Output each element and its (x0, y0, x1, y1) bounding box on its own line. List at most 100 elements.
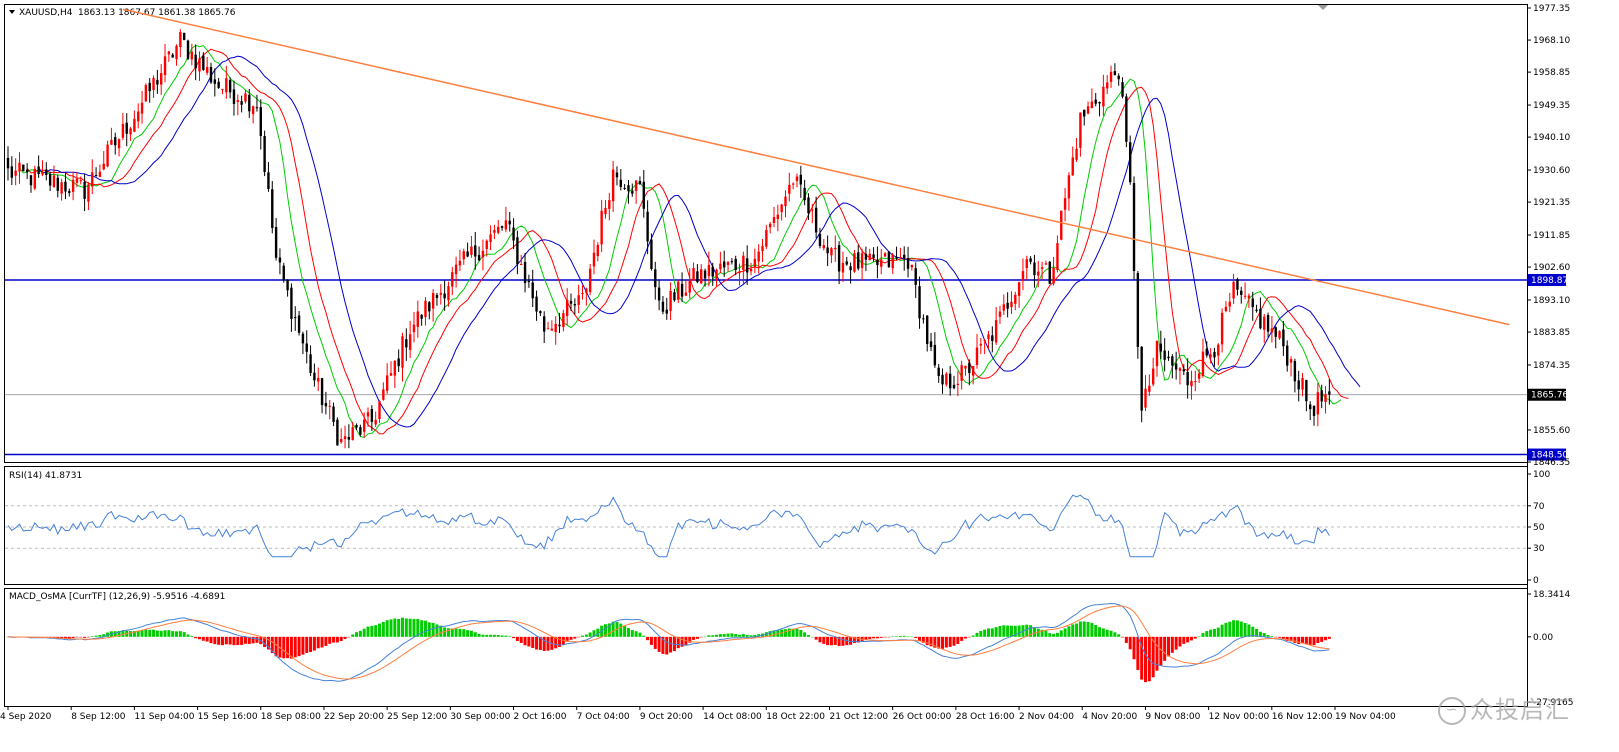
macd-histogram-bar (469, 630, 473, 637)
candle-body (405, 339, 408, 348)
macd-histogram-bar (1163, 636, 1167, 661)
macd-histogram-bar (1281, 636, 1285, 639)
macd-histogram-bar (738, 634, 742, 637)
macd-histogram-bar (324, 636, 328, 646)
price-tick-label: 1893.10 (1533, 296, 1570, 306)
candle-body (1197, 373, 1201, 379)
macd-histogram-bar (584, 634, 588, 637)
price-tick-label: 1911.85 (1533, 231, 1570, 241)
candle-body (1132, 183, 1136, 271)
macd-histogram-bar (198, 636, 201, 640)
macd-histogram-bar (703, 636, 707, 638)
macd-histogram-bar (1017, 625, 1021, 637)
macd-histogram-bar (619, 623, 623, 637)
candle-body (255, 107, 259, 109)
candle-body (25, 169, 29, 173)
macd-histogram-bar (688, 636, 692, 643)
macd-histogram-bar (535, 636, 539, 650)
candle-body (232, 89, 236, 104)
candle-body (1040, 267, 1044, 269)
candle-body (688, 281, 691, 293)
macd-histogram-bar (1025, 624, 1029, 637)
candle-body (1213, 351, 1216, 358)
candle-body (742, 255, 745, 271)
candle-body (757, 251, 760, 262)
candle-body (971, 366, 975, 376)
time-tick-label: 4 Sep 2020 (0, 712, 52, 722)
macd-histogram-bar (1197, 636, 1201, 637)
candle-body (795, 176, 799, 182)
candle-body (1312, 405, 1316, 416)
candle-body (1098, 101, 1101, 104)
panel-collapse-icon[interactable] (9, 10, 15, 14)
candle-body (791, 183, 795, 185)
candle-body (1232, 281, 1235, 299)
ma-mid-line (26, 48, 1349, 435)
candle-body (64, 181, 67, 192)
candle-body (1052, 267, 1055, 284)
candle-body (1017, 282, 1021, 296)
candle-body (481, 250, 485, 258)
macd-histogram-bar (1193, 636, 1197, 639)
candle-body (642, 181, 645, 209)
macd-histogram-bar (1055, 632, 1059, 637)
ma-fast-line (19, 44, 1342, 439)
macd-histogram-bar (416, 618, 420, 637)
macd-histogram-bar (527, 636, 531, 647)
candle-body (868, 253, 871, 261)
candle-body (634, 180, 638, 191)
candle-body (45, 169, 48, 175)
macd-histogram-bar (1186, 636, 1190, 643)
macd-histogram-bar (715, 634, 719, 637)
candle-body (803, 187, 806, 201)
time-tick-label: 18 Sep 08:00 (261, 712, 321, 722)
candle-body (814, 207, 818, 233)
macd-histogram-bar (132, 631, 136, 637)
macd-histogram-bar (289, 636, 293, 659)
candle-body (765, 230, 768, 247)
candle-body (1151, 368, 1155, 385)
candle-body (1048, 261, 1051, 284)
candle-body (1140, 346, 1143, 411)
macd-histogram-bar (312, 636, 316, 651)
macd-histogram-bar (1071, 624, 1075, 637)
candle-body (700, 269, 703, 284)
macd-histogram-bar (542, 636, 546, 651)
macd-histogram-bar (152, 629, 156, 637)
candle-body (336, 419, 339, 446)
candle-body (202, 55, 205, 70)
candle-body (745, 258, 749, 273)
macd-histogram-bar (960, 636, 964, 641)
macd-histogram-bar (630, 630, 634, 637)
candle-body (1236, 279, 1239, 290)
candle-body (251, 106, 255, 115)
macd-histogram-bar (397, 618, 401, 637)
candle-body (539, 311, 542, 314)
candle-body (236, 100, 239, 103)
macd-histogram-bar (286, 636, 290, 659)
candle-body (370, 409, 374, 422)
macd-histogram-bar (393, 618, 397, 637)
candle-body (715, 269, 718, 279)
macd-histogram-bar (596, 628, 600, 637)
macd-histogram-bar (764, 632, 768, 637)
candle-body (1014, 294, 1017, 304)
macd-histogram-bar (1201, 633, 1205, 637)
candle-body (389, 373, 393, 376)
macd-histogram-bar (1159, 636, 1163, 666)
price-tick-label: 1930.60 (1533, 166, 1570, 176)
candle-body (864, 253, 868, 260)
macd-histogram-bar (1101, 628, 1105, 637)
macd-histogram-bar (98, 635, 102, 637)
candle-body (910, 264, 914, 268)
support-line-tag (1528, 448, 1566, 461)
candle-body (340, 439, 343, 443)
macd-histogram-bar (971, 635, 975, 637)
macd-histogram-bar (431, 622, 435, 637)
macd-histogram-bar (956, 636, 960, 644)
macd-histogram-bar (450, 628, 454, 637)
candle-body (994, 320, 998, 343)
candle-body (968, 362, 971, 374)
macd-histogram-bar (1243, 622, 1247, 637)
